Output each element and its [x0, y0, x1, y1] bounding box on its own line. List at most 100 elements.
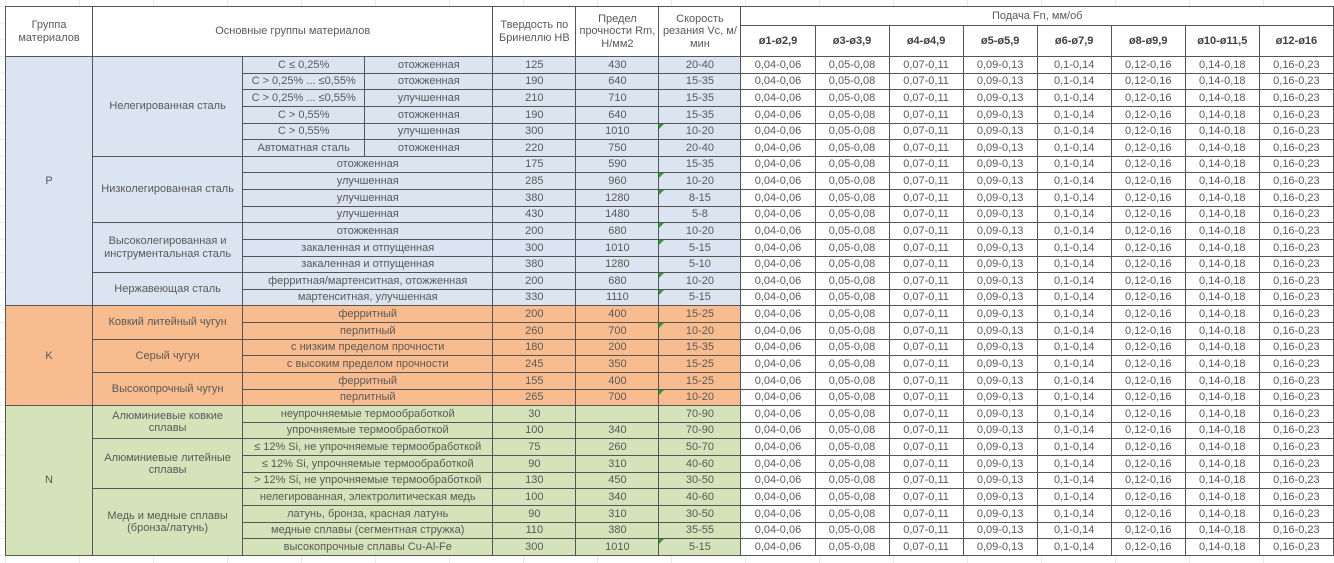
cell-feed: 0,04-0,06	[740, 405, 816, 423]
error-indicator-icon	[659, 290, 665, 295]
cell-feed: 0,09-0,13	[962, 305, 1038, 323]
cell-hardness: 125	[492, 56, 577, 74]
cell-speed: 5-15	[658, 238, 742, 257]
cell-feed: 0,09-0,13	[962, 322, 1038, 340]
cell-strength	[575, 405, 660, 423]
cell-speed: 15-25	[658, 371, 742, 390]
header-diameter-8: ø12-ø16	[1258, 25, 1334, 57]
cell-strength: 310	[575, 455, 660, 473]
cell-strength: 590	[575, 155, 660, 174]
cell-feed: 0,05-0,08	[814, 455, 890, 473]
table-row: Высокопрочный чугун ферритный 155 400 15-25 0…	[6, 371, 1334, 407]
cell-hardness: 190	[492, 105, 577, 124]
cell-speed-value: 5-8	[691, 208, 708, 221]
cell-feed: 0,12-0,16	[1110, 421, 1186, 440]
cell-feed: 0,1-0,14	[1036, 455, 1112, 473]
cell-feed: 0,04-0,06	[740, 322, 816, 340]
cell-feed: 0,05-0,08	[814, 238, 890, 257]
cell-feed: 0,16-0,23	[1258, 504, 1334, 523]
cell-feed: 0,12-0,16	[1110, 122, 1186, 141]
cell-feed: 0,09-0,13	[962, 388, 1038, 407]
error-indicator-icon	[659, 223, 665, 229]
cell-feed: 0,05-0,08	[814, 538, 890, 556]
cell-speed-value: 70-90	[685, 407, 714, 420]
cell-feed: 0,07-0,11	[888, 155, 964, 174]
header-diameter-1: ø1-ø2,9	[740, 25, 816, 57]
cell-family-name: Нержавеющая сталь	[92, 272, 244, 307]
cell-feed: 0,1-0,14	[1036, 105, 1112, 124]
cell-strength: 1280	[575, 255, 660, 274]
cell-subtype: C > 0,25% ... ≤0,55%	[242, 89, 366, 107]
cell-feed: 0,09-0,13	[962, 521, 1038, 540]
cell-feed: 0,1-0,14	[1036, 288, 1112, 307]
cell-strength: 710	[575, 89, 660, 107]
cell-hardness: 265	[492, 388, 577, 407]
error-indicator-icon	[659, 240, 665, 245]
cell-feed: 0,05-0,08	[814, 371, 890, 390]
cell-feed: 0,14-0,18	[1184, 388, 1260, 407]
cell-feed: 0,09-0,13	[962, 105, 1038, 124]
cell-feed: 0,14-0,18	[1184, 255, 1260, 274]
cell-feed: 0,1-0,14	[1036, 504, 1112, 523]
cell-description: медные сплавы (сегментная стружка)	[242, 521, 494, 540]
cell-hardness: 180	[492, 338, 577, 357]
cell-feed: 0,12-0,16	[1110, 371, 1186, 390]
cell-feed: 0,04-0,06	[740, 538, 816, 556]
cell-feed: 0,09-0,13	[962, 205, 1038, 224]
cell-speed: 15-35	[658, 105, 742, 124]
cell-feed: 0,1-0,14	[1036, 338, 1112, 357]
cell-speed-value: 35-55	[685, 524, 714, 537]
cell-strength: 430	[575, 56, 660, 74]
cell-subtype: C > 0,25% ... ≤0,55%	[242, 72, 366, 91]
cell-feed: 0,12-0,16	[1110, 488, 1186, 506]
cell-state: отожженная	[364, 139, 494, 157]
cell-feed: 0,14-0,18	[1184, 122, 1260, 141]
error-indicator-icon	[659, 323, 665, 328]
cell-feed: 0,05-0,08	[814, 105, 890, 124]
cell-feed: 0,1-0,14	[1036, 139, 1112, 157]
cell-feed: 0,09-0,13	[962, 122, 1038, 141]
cell-speed: 15-35	[658, 155, 742, 174]
cell-feed: 0,05-0,08	[814, 355, 890, 373]
cell-feed: 0,04-0,06	[740, 455, 816, 473]
cell-feed: 0,09-0,13	[962, 139, 1038, 157]
error-indicator-icon	[659, 190, 665, 195]
cell-feed: 0,14-0,18	[1184, 405, 1260, 423]
cell-family-name: Серый чугун	[92, 338, 244, 373]
cell-feed: 0,12-0,16	[1110, 155, 1186, 174]
table-row: латунь, бронза, красная латунь 90 310 30-50…	[6, 504, 1334, 523]
table-row: Медь и медные сплавы (бронза/латунь) неле…	[6, 488, 1334, 556]
cell-hardness: 175	[492, 155, 577, 174]
table-row: C > 0,25% ... ≤0,55% улучшенная 210 710 15-3…	[6, 89, 1334, 107]
cell-subtype: C > 0,55%	[242, 122, 366, 141]
cell-feed: 0,12-0,16	[1110, 205, 1186, 224]
cell-feed: 0,05-0,08	[814, 56, 890, 74]
header-main-material-groups: Основные группы материалов	[92, 6, 494, 57]
cell-state: улучшенная	[364, 89, 494, 107]
cell-description: закаленная и отпущенная	[242, 238, 494, 257]
cell-feed: 0,04-0,06	[740, 521, 816, 540]
cell-speed-value: 30-50	[685, 507, 714, 520]
error-indicator-icon	[659, 389, 665, 395]
cell-feed: 0,07-0,11	[888, 355, 964, 373]
cell-subtype: Автоматная сталь	[242, 139, 366, 157]
cell-feed: 0,09-0,13	[962, 538, 1038, 556]
cell-feed: 0,16-0,23	[1258, 388, 1334, 407]
cell-description: нелегированная, электролитическая медь	[242, 488, 494, 506]
cell-feed: 0,16-0,23	[1258, 405, 1334, 423]
cell-feed: 0,05-0,08	[814, 305, 890, 323]
cell-feed: 0,14-0,18	[1184, 238, 1260, 257]
cell-speed: 10-20	[658, 272, 742, 290]
cell-feed: 0,09-0,13	[962, 355, 1038, 373]
cell-description: ферритный	[242, 305, 494, 323]
cell-feed: 0,14-0,18	[1184, 488, 1260, 506]
cell-feed: 0,1-0,14	[1036, 56, 1112, 74]
cell-feed: 0,09-0,13	[962, 56, 1038, 74]
cell-feed: 0,09-0,13	[962, 371, 1038, 390]
cell-speed: 30-50	[658, 471, 742, 490]
cell-family-name: Алюминиевые литейные сплавы	[92, 438, 244, 490]
table-row: упрочняемые термообработкой 100 340 70-90 0,…	[6, 421, 1334, 440]
cell-strength: 1480	[575, 205, 660, 224]
header-diameter-2: ø3-ø3,9	[814, 25, 890, 57]
cell-feed: 0,05-0,08	[814, 521, 890, 540]
